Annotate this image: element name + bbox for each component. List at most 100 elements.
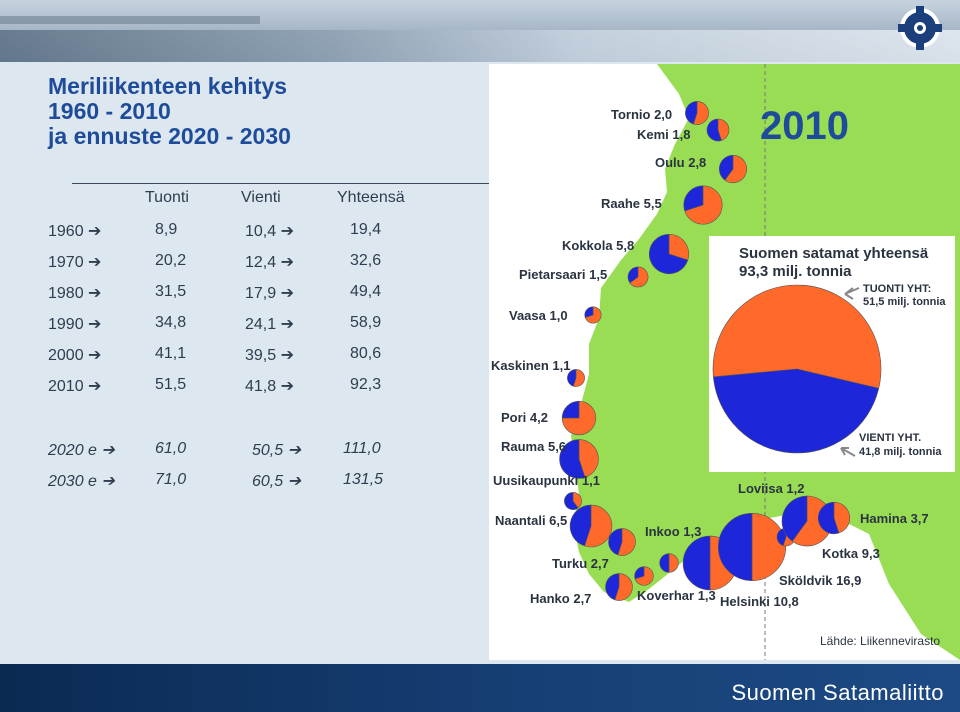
header-banner [0,0,960,62]
port-pie-raahe [683,185,723,225]
port-label: Rauma 5,6 [501,439,567,454]
port-pie-vaasa-vienti-slice [584,306,594,318]
port-label: Kokkola 5,8 [562,238,635,253]
port-pie-pietarsaari-vienti-slice [627,266,639,284]
table-cell-tuonti: 51,5 [155,376,187,393]
port-pie-kotka-vienti-slice [781,495,808,542]
port-pie-raahe-vienti-slice [683,185,704,212]
port-label: Turku 2,7 [552,556,609,571]
table-cell-tuonti-projection: 71,0 [155,471,187,488]
table-cell-yhteensa: 58,9 [350,314,382,331]
port-pie-helsinki-vienti-slice [682,535,711,591]
port-pie-kokkola [649,233,690,275]
port-pie-koverhar-vienti-slice [634,566,645,580]
port-label: Loviisa 1,2 [738,481,805,496]
satamaliitto-logo-icon [898,6,942,50]
column-header-tuonti: Tuonti [145,189,189,206]
port-pie-pori [561,400,597,436]
port-pie-kokkola-vienti-slice [649,233,689,275]
total-pie [712,284,882,454]
table-cell-yhteensa: 49,4 [350,283,382,300]
port-label: Uusikaupunki 1,1 [493,473,600,488]
table-cell-year: 1990 ➔ [48,316,102,333]
port-pie-rauma-tuonti-slice [578,439,599,478]
port-label: Kotka 9,3 [822,546,880,561]
port-pie-vaasa [584,306,602,324]
total-pie-chart-tuonti-slice [712,284,882,389]
table-cell-vienti: 24,1 ➔ [245,316,294,333]
port-label: Raahe 5,5 [601,196,662,211]
vienti-arrow-icon [840,447,856,457]
source-note: Lähde: Liikennevirasto [820,634,941,648]
table-cell-vienti: 39,5 ➔ [245,347,294,364]
tuonti-total-label: TUONTI YHT: [863,283,932,295]
table-cell-yhteensa: 19,4 [350,221,382,238]
port-pie-kemi-vienti-slice [706,118,722,142]
port-label: Naantali 6,5 [495,513,568,528]
port-label: Oulu 2,8 [655,155,707,170]
table-cell-year: 2010 ➔ [48,378,102,395]
port-pie-turku [608,528,636,556]
table-cell-year-projection: 2030 e ➔ [48,473,115,490]
port-pie-hamina-vienti-slice [817,501,840,535]
port-pie-hamina-tuonti-slice [833,501,851,534]
table-cell-vienti: 10,4 ➔ [245,223,294,240]
port-pies [559,101,851,601]
table-cell-yhteensa: 80,6 [350,345,382,362]
port-pie-uusikaupunki-tuonti-slice [572,492,582,509]
table-cell-tuonti: 34,8 [155,314,187,331]
port-label: Kaskinen 1,1 [491,358,571,373]
total-box: Suomen satamat yhteensä 93,3 milj. tonni… [709,236,955,472]
table-cell-year: 1960 ➔ [48,223,102,240]
table-cell-tuonti: 31,5 [155,283,187,300]
banner-sea [0,30,960,62]
page-title-line2: 1960 - 2010 [48,98,171,124]
map-year: 2010 [760,104,849,148]
page-title-line3: ja ennuste 2020 - 2030 [48,123,291,149]
table-cell-vienti: 41,8 ➔ [245,378,294,395]
table-cell-yhteensa-projection: 131,5 [343,471,384,488]
table-cell-tuonti: 8,9 [155,221,178,238]
port-pie-uusikaupunki [564,492,582,510]
port-label: Koverhar 1,3 [637,588,716,603]
port-pie-hanko [605,573,633,601]
port-pie-oulu-tuonti-slice [724,154,748,184]
port-pie-pietarsaari-tuonti-slice [629,266,649,288]
tuonti-total-value: 51,5 milj. tonnia [863,296,946,308]
port-pie-tornio-vienti-slice [685,101,698,125]
port-pie-kokkola-tuonti-slice [668,233,690,261]
column-header-yhteensa: Yhteensä [337,189,405,206]
port-label: Kemi 1,8 [637,127,691,142]
table-cell-tuonti: 20,2 [155,252,187,269]
page-title-line1: Meriliikenteen kehitys [48,73,288,99]
table-cell-year-projection: 2020 e ➔ [48,442,115,459]
port-label: Pori 4,2 [501,410,548,425]
port-pie-kemi [706,118,730,142]
port-label: Vaasa 1,0 [509,308,568,323]
vienti-total-value: 41,8 milj. tonnia [859,446,942,458]
port-pie-pori-vienti-slice [561,400,580,419]
port-pie-naantali-vienti-slice [569,504,592,547]
table-cell-year: 1980 ➔ [48,285,102,302]
total-value: 93,3 milj. tonnia [739,263,852,280]
port-pie-oulu [719,154,748,184]
port-pie-sköldvik [717,512,787,582]
footer-bar: Suomen Satamaliitto [0,664,960,712]
total-title: Suomen satamat yhteensä [739,245,929,262]
total-pie-chart-vienti-slice [713,368,880,454]
tuonti-arrow-icon [844,287,860,300]
port-pie-inkoo-tuonti-slice [668,553,679,573]
port-pie-kaskinen-vienti-slice [567,369,577,387]
total-pie-svg [712,284,882,457]
port-pie-turku-vienti-slice [608,528,623,556]
port-label: Hanko 2,7 [530,591,592,606]
column-header-vienti: Vienti [241,189,281,206]
port-label: Inkoo 1,3 [645,524,702,539]
table-cell-yhteensa: 32,6 [350,252,382,269]
table-header-rule [72,183,492,184]
port-pie-hamina [817,501,851,535]
table-cell-year: 2000 ➔ [48,347,102,364]
vienti-total-label: VIENTI YHT. [859,432,922,444]
port-pie-hanko-vienti-slice [605,573,620,601]
port-pie-inkoo [659,553,679,573]
